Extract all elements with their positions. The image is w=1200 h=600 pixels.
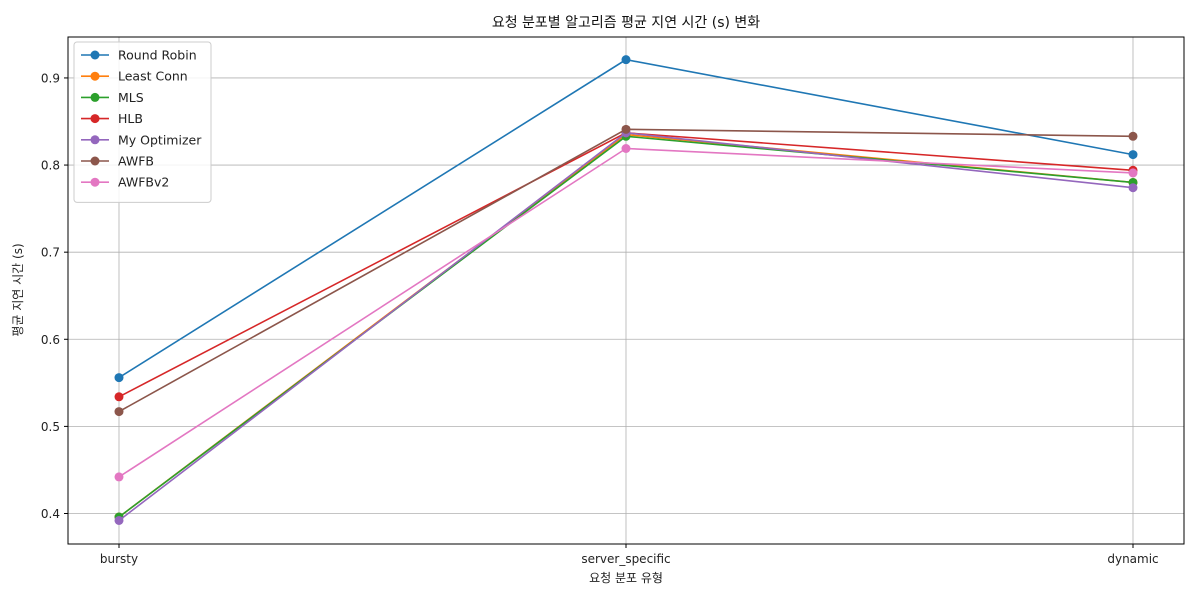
grid	[68, 37, 1184, 544]
legend-item: My Optimizer	[81, 132, 202, 147]
legend-marker	[90, 135, 100, 145]
legend-marker	[90, 114, 100, 124]
legend-label: AWFBv2	[118, 175, 169, 190]
legend-item: AWFB	[81, 154, 154, 169]
legend-item: HLB	[81, 111, 143, 126]
x-tick-label: server_specific	[581, 552, 670, 566]
data-point	[621, 144, 631, 154]
legend-marker	[90, 177, 100, 187]
legend-item: Least Conn	[81, 69, 188, 84]
y-axis-label: 평균 지연 시간 (s)	[11, 243, 25, 336]
data-point	[114, 373, 124, 383]
legend-label: Round Robin	[118, 48, 197, 63]
x-tick-label: bursty	[100, 552, 138, 566]
data-point	[1128, 168, 1138, 178]
legend-marker	[90, 50, 100, 60]
series-awfb	[114, 124, 1138, 417]
data-point	[621, 55, 631, 65]
series-group	[114, 55, 1138, 525]
data-point	[1128, 150, 1138, 160]
data-point	[114, 407, 124, 417]
series-round-robin	[114, 55, 1138, 383]
x-axis-label: 요청 분포 유형	[589, 571, 663, 585]
data-point	[621, 124, 631, 134]
legend-box	[73, 41, 212, 203]
data-point	[114, 472, 124, 482]
legend-label: My Optimizer	[118, 132, 202, 147]
data-point	[114, 515, 124, 525]
legend-marker	[90, 92, 100, 102]
legend-label: AWFB	[118, 154, 154, 169]
y-tick-label: 0.9	[41, 71, 60, 85]
y-tick-label: 0.8	[41, 159, 60, 173]
legend-item: MLS	[81, 90, 144, 105]
x-tick-label: dynamic	[1107, 552, 1158, 566]
legend-marker	[90, 156, 100, 166]
legend-label: HLB	[118, 111, 143, 126]
data-point	[114, 392, 124, 402]
y-tick-label: 0.6	[41, 333, 60, 347]
legend-marker	[90, 71, 100, 81]
y-tick-label: 0.5	[41, 420, 60, 434]
legend-label: Least Conn	[118, 69, 188, 84]
chart-title: 요청 분포별 알고리즘 평균 지연 시간 (s) 변화	[492, 15, 760, 31]
legend-item: Round Robin	[81, 48, 197, 63]
x-axis: bursty server_specific dynamic	[100, 544, 1159, 566]
y-axis: 0.4 0.5 0.6 0.7 0.8 0.9	[41, 71, 68, 521]
series-awfbv2	[114, 144, 1138, 482]
legend: Round Robin Least Conn MLS HLB My Optimizer A…	[73, 41, 212, 203]
y-tick-label: 0.4	[41, 507, 60, 521]
data-point	[1128, 183, 1138, 193]
legend-item: AWFBv2	[81, 175, 169, 190]
y-tick-label: 0.7	[41, 246, 60, 260]
data-point	[1128, 131, 1138, 141]
legend-label: MLS	[118, 90, 144, 105]
